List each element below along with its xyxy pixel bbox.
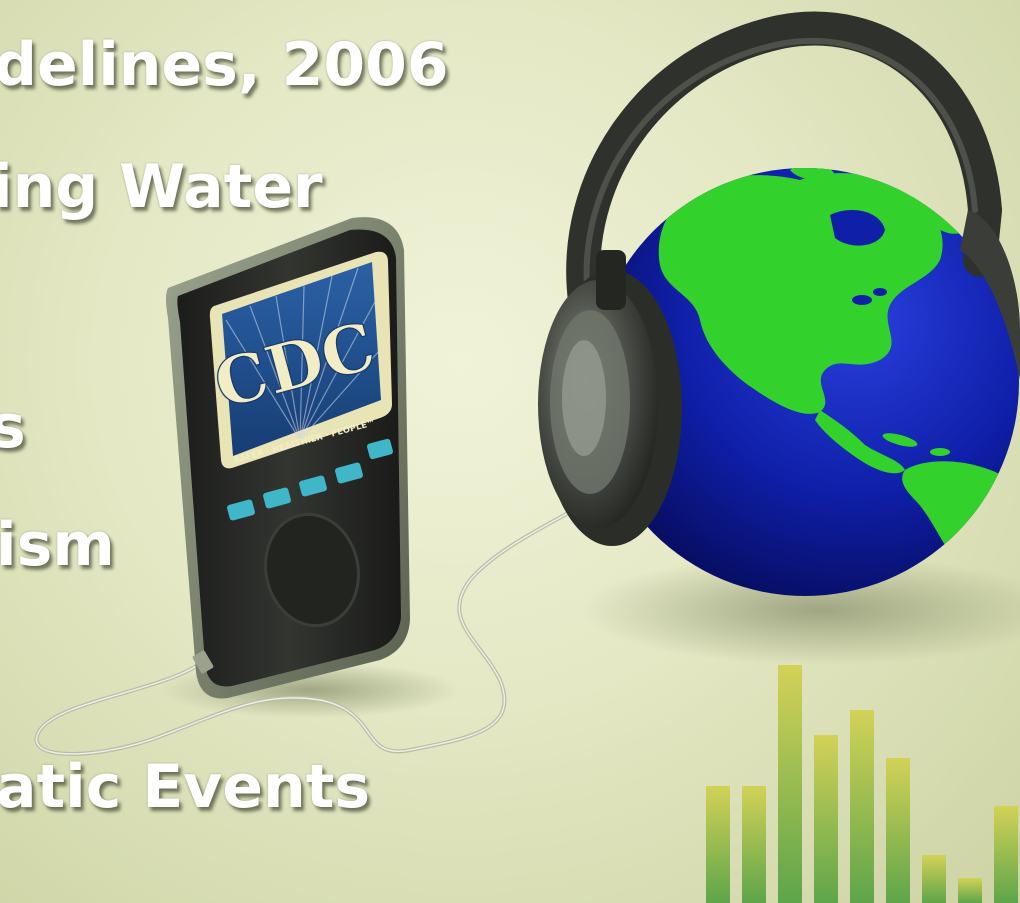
device-screen (222, 262, 381, 456)
globe-shadow (580, 555, 1020, 665)
eq-bar (778, 665, 802, 903)
eq-bar (886, 758, 910, 903)
equalizer-bars-icon (706, 665, 1018, 903)
media-player-device-icon: CDC SAFER · HEALTHIER · PEOPLE™ (166, 217, 410, 699)
headline-line-1: delines, 2006 (0, 30, 449, 100)
device-button-row (227, 438, 393, 521)
device-click-wheel (264, 512, 360, 628)
headline-line-3: s (0, 392, 26, 462)
headline-line-5: atic Events (0, 752, 371, 822)
eq-bar (814, 735, 838, 903)
eq-bar (742, 786, 766, 903)
eq-bar (850, 710, 874, 903)
eq-bar (994, 806, 1018, 903)
eq-bar (922, 855, 946, 903)
headline-line-2: ing Water (0, 152, 323, 222)
eq-bar (706, 786, 730, 903)
headphones-icon (538, 11, 1020, 546)
eq-bar (958, 878, 982, 903)
headline-line-4: ism (0, 510, 115, 580)
